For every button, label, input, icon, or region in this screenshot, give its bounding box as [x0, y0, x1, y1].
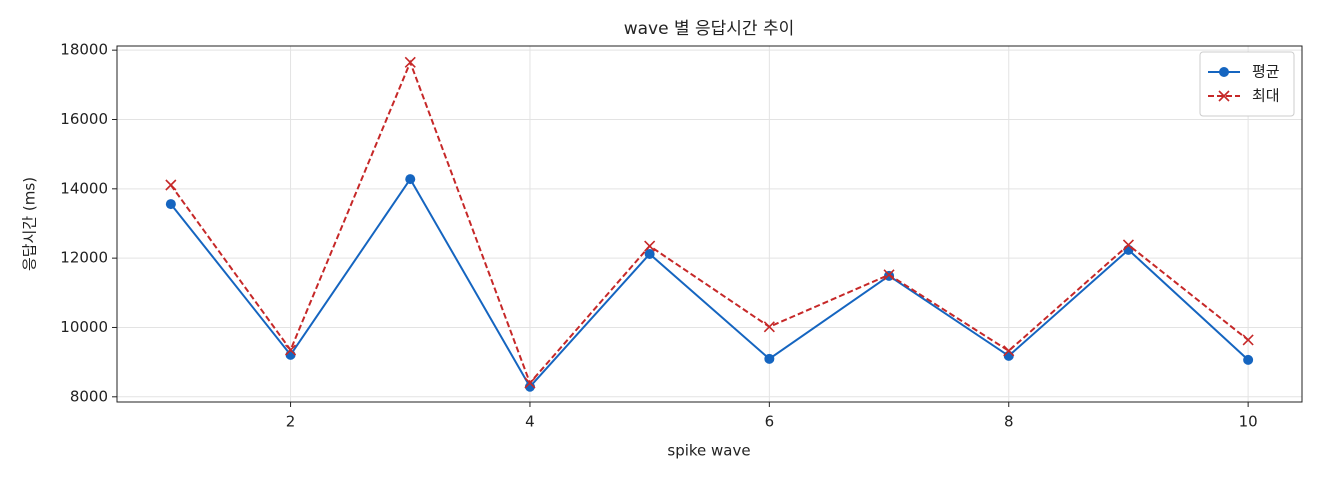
plot-frame — [116, 45, 1303, 403]
marker — [524, 377, 536, 389]
marker — [1003, 350, 1014, 361]
x-tick-label: 8 — [1004, 413, 1014, 431]
y-tick-label: 18000 — [60, 41, 108, 59]
series-line — [170, 59, 1249, 385]
marker — [763, 321, 775, 333]
y-axis-label: 응답시간 (ms) — [21, 177, 39, 271]
x-tick-label: 6 — [765, 413, 775, 431]
legend-box — [1199, 51, 1295, 117]
marker — [764, 353, 775, 364]
marker — [284, 344, 297, 356]
marker — [644, 240, 656, 252]
y-tick-label: 16000 — [60, 110, 108, 128]
marker — [405, 174, 416, 185]
marker — [1123, 244, 1134, 255]
chart-title: wave 별 응답시간 추이 — [624, 19, 795, 39]
x-tick-label: 4 — [525, 413, 535, 431]
marker — [165, 199, 176, 210]
marker — [1003, 345, 1015, 357]
x-tick-label: 2 — [286, 413, 296, 431]
legend-label: 최대 — [1252, 87, 1280, 105]
legend-label: 평균 — [1252, 63, 1280, 81]
x-tick-label: 10 — [1239, 413, 1258, 431]
y-tick-label: 10000 — [60, 318, 108, 336]
marker — [644, 248, 655, 259]
legend-marker — [1218, 90, 1230, 102]
x-axis-label: spike wave — [667, 442, 750, 460]
y-tick-label: 8000 — [70, 387, 108, 405]
marker — [404, 56, 416, 68]
marker — [1243, 354, 1254, 365]
marker — [1242, 334, 1254, 346]
marker — [1122, 239, 1135, 251]
y-tick-label: 14000 — [60, 179, 108, 197]
marker — [165, 179, 177, 191]
series-line — [170, 177, 1249, 389]
marker — [883, 269, 895, 281]
marker — [524, 381, 535, 392]
legend-marker — [1219, 67, 1229, 77]
y-tick-label: 12000 — [60, 249, 108, 267]
